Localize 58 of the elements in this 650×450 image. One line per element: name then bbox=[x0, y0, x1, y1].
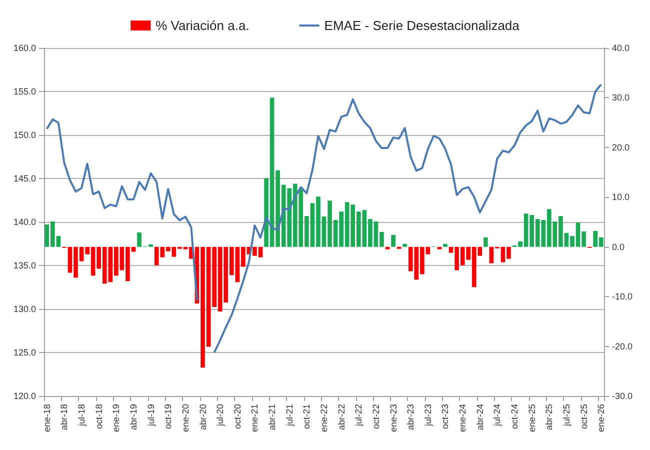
x-tick-label: ene-18 bbox=[42, 404, 52, 432]
y-tick-label: 155.0 bbox=[13, 86, 36, 96]
x-tick-label: ene-25 bbox=[526, 404, 537, 432]
y-tick-label: 140.0 bbox=[13, 217, 36, 227]
y-tick-label: 135.0 bbox=[13, 260, 36, 270]
bar bbox=[443, 244, 448, 247]
bar bbox=[385, 246, 390, 250]
x-tick-label: oct-20 bbox=[232, 404, 242, 430]
x-tick-label: oct-25 bbox=[578, 404, 589, 430]
bar bbox=[437, 246, 442, 250]
x-tick-label: abr-18 bbox=[59, 404, 70, 430]
y-tick-label: 150.0 bbox=[13, 130, 36, 140]
x-tick-label: abr-19 bbox=[128, 404, 138, 430]
x-tick-label: abr-24 bbox=[474, 404, 485, 430]
x-tick-label: oct-21 bbox=[302, 404, 312, 430]
y2-tick-label: -20.0 bbox=[612, 341, 633, 352]
y-tick-label: 130.0 bbox=[13, 304, 36, 314]
x-tick-label: jul-24 bbox=[492, 404, 502, 428]
x-tick-label: ene-22 bbox=[319, 404, 329, 432]
x-tick-label: jul-19 bbox=[146, 404, 156, 428]
x-tick-label: oct-19 bbox=[163, 404, 174, 430]
x-tick-label: oct-22 bbox=[370, 404, 381, 430]
legend-label: % Variación a.a. bbox=[156, 18, 250, 33]
x-tick-label: ene-24 bbox=[458, 404, 468, 432]
y2-tick-label: 0.0 bbox=[612, 242, 625, 252]
x-tick-label: oct-18 bbox=[94, 404, 104, 430]
x-tick-label: oct-23 bbox=[440, 404, 450, 430]
x-tick-label: oct-24 bbox=[510, 404, 520, 430]
x-tick-label: abr-25 bbox=[544, 404, 554, 430]
bar bbox=[483, 237, 488, 247]
bar bbox=[402, 244, 407, 247]
x-tick-label: jul-25 bbox=[561, 404, 572, 428]
legend-label: EMAE - Serie Desestacionalizada bbox=[324, 18, 520, 33]
x-tick-label: jul-22 bbox=[354, 404, 364, 428]
y2-tick-label: -10.0 bbox=[612, 292, 633, 302]
y2-tick-label: 10.0 bbox=[612, 192, 630, 202]
x-tick-label: jul-21 bbox=[284, 404, 294, 428]
y-tick-label: 160.0 bbox=[13, 43, 36, 53]
x-tick-label: jul-18 bbox=[76, 404, 87, 428]
y2-tick-label: 40.0 bbox=[612, 43, 630, 53]
x-tick-label: ene-19 bbox=[111, 404, 122, 432]
y-tick-label: 125.0 bbox=[13, 348, 36, 358]
x-tick-label: abr-22 bbox=[336, 404, 346, 430]
y2-tick-label: -30.0 bbox=[612, 391, 633, 401]
bar bbox=[391, 234, 396, 247]
x-tick-label: ene-26 bbox=[596, 404, 606, 432]
x-tick-label: jul-23 bbox=[422, 404, 433, 428]
x-tick-label: abr-20 bbox=[198, 404, 208, 430]
y-tick-label: 120.0 bbox=[13, 391, 36, 401]
x-tick-label: ene-20 bbox=[180, 404, 190, 432]
y2-tick-label: 30.0 bbox=[612, 92, 630, 103]
x-tick-label: ene-21 bbox=[250, 404, 260, 432]
x-tick-label: ene-23 bbox=[388, 404, 398, 432]
x-tick-label: abr-23 bbox=[406, 404, 416, 430]
x-tick-label: jul-20 bbox=[215, 404, 226, 428]
y2-tick-label: 20.0 bbox=[612, 142, 630, 152]
x-tick-label: abr-21 bbox=[267, 404, 278, 430]
y-tick-label: 145.0 bbox=[13, 174, 36, 184]
